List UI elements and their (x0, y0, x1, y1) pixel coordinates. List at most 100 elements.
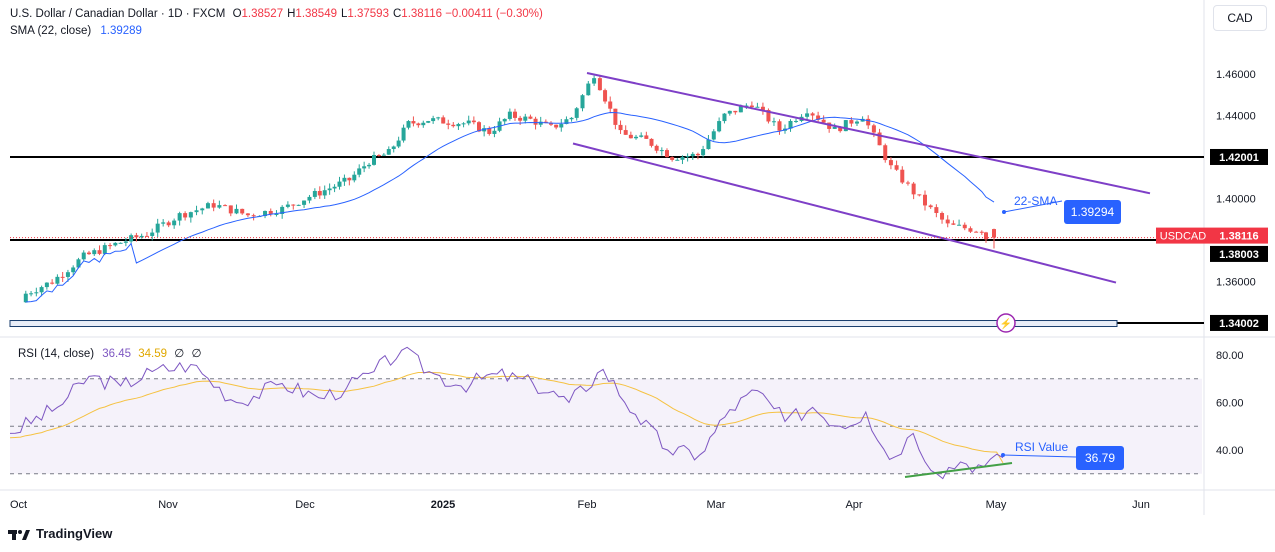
candle[interactable] (855, 121, 859, 124)
currency-selector[interactable]: CAD (1213, 5, 1267, 31)
candle[interactable] (39, 287, 44, 293)
candle[interactable] (957, 224, 962, 226)
candle[interactable] (205, 203, 210, 209)
candle[interactable] (860, 118, 865, 122)
candle[interactable] (794, 120, 799, 122)
candle[interactable] (564, 119, 569, 125)
candle[interactable] (29, 293, 34, 295)
candle[interactable] (44, 282, 49, 288)
candle[interactable] (821, 119, 826, 123)
candle[interactable] (312, 190, 317, 197)
candle[interactable] (805, 113, 810, 117)
candle[interactable] (722, 113, 727, 122)
candle[interactable] (268, 210, 273, 215)
candle[interactable] (507, 111, 512, 119)
candle[interactable] (307, 196, 312, 201)
candle[interactable] (523, 116, 528, 121)
candle[interactable] (34, 292, 39, 294)
candle[interactable] (327, 188, 332, 191)
candle[interactable] (376, 155, 381, 157)
candle[interactable] (733, 110, 738, 113)
candle[interactable] (513, 111, 517, 118)
candle[interactable] (760, 106, 765, 110)
candle[interactable] (777, 121, 782, 131)
candle[interactable] (401, 127, 406, 141)
candle[interactable] (849, 120, 854, 124)
candle[interactable] (188, 212, 193, 218)
candle[interactable] (183, 213, 188, 218)
candle[interactable] (332, 186, 337, 189)
candle[interactable] (108, 245, 113, 247)
channel-lower-line[interactable] (572, 142, 1117, 284)
candle[interactable] (263, 210, 268, 217)
candle[interactable] (97, 250, 102, 254)
candle[interactable] (251, 215, 256, 217)
candle[interactable] (706, 139, 711, 150)
rsi-line[interactable] (9, 346, 1004, 480)
candle[interactable] (228, 205, 233, 214)
candle[interactable] (883, 145, 888, 161)
candle[interactable] (917, 194, 922, 196)
candle[interactable] (274, 213, 279, 215)
candle[interactable] (362, 166, 367, 169)
candle[interactable] (223, 205, 228, 207)
candle[interactable] (680, 156, 685, 160)
price-pane[interactable]: 22-SMA 1.39294 ⚡ (9, 71, 1204, 333)
candle[interactable] (322, 190, 327, 196)
candle[interactable] (538, 121, 543, 125)
candle[interactable] (923, 194, 927, 206)
channel-upper-line[interactable] (586, 71, 1151, 195)
tradingview-logo[interactable]: TradingView (8, 526, 112, 541)
candle[interactable] (755, 106, 760, 108)
candle[interactable] (992, 229, 996, 238)
candle[interactable] (502, 118, 507, 122)
candle[interactable] (166, 222, 171, 226)
candle[interactable] (911, 183, 916, 195)
candle[interactable] (654, 145, 659, 151)
candle[interactable] (543, 121, 548, 123)
candle[interactable] (357, 168, 362, 175)
candle[interactable] (659, 150, 664, 152)
candle[interactable] (317, 190, 322, 196)
lightning-icon[interactable] (996, 313, 1016, 333)
candle[interactable] (23, 293, 28, 303)
candle[interactable] (649, 138, 654, 146)
candle[interactable] (816, 115, 821, 120)
candle[interactable] (139, 235, 144, 238)
candle[interactable] (386, 149, 391, 155)
candle[interactable] (217, 205, 222, 208)
candle[interactable] (372, 155, 376, 165)
candle[interactable] (810, 113, 815, 116)
candle[interactable] (352, 174, 357, 181)
candle[interactable] (194, 210, 199, 213)
candle[interactable] (71, 267, 76, 273)
candle[interactable] (685, 156, 690, 158)
candle[interactable] (431, 118, 436, 122)
candle[interactable] (928, 205, 933, 208)
candle[interactable] (877, 132, 882, 146)
candle[interactable] (664, 150, 669, 158)
candle[interactable] (144, 235, 149, 237)
candle[interactable] (574, 108, 579, 118)
candle[interactable] (603, 90, 608, 102)
candle[interactable] (411, 121, 416, 124)
candle[interactable] (65, 272, 70, 277)
candle[interactable] (979, 231, 984, 233)
candle[interactable] (866, 118, 871, 126)
candle[interactable] (533, 118, 538, 125)
candle[interactable] (87, 252, 91, 255)
candle[interactable] (55, 276, 60, 284)
candle[interactable] (234, 208, 239, 214)
candle[interactable] (421, 122, 426, 126)
candle[interactable] (623, 130, 628, 135)
candle[interactable] (695, 153, 700, 156)
rsi-ma-line[interactable] (9, 372, 1004, 464)
sma-line[interactable] (25, 111, 995, 303)
candle[interactable] (905, 182, 910, 184)
candle[interactable] (211, 203, 216, 208)
candle[interactable] (487, 128, 492, 134)
candle[interactable] (832, 126, 837, 129)
candle[interactable] (711, 131, 716, 140)
candle[interactable] (618, 124, 623, 131)
candle[interactable] (984, 232, 988, 240)
